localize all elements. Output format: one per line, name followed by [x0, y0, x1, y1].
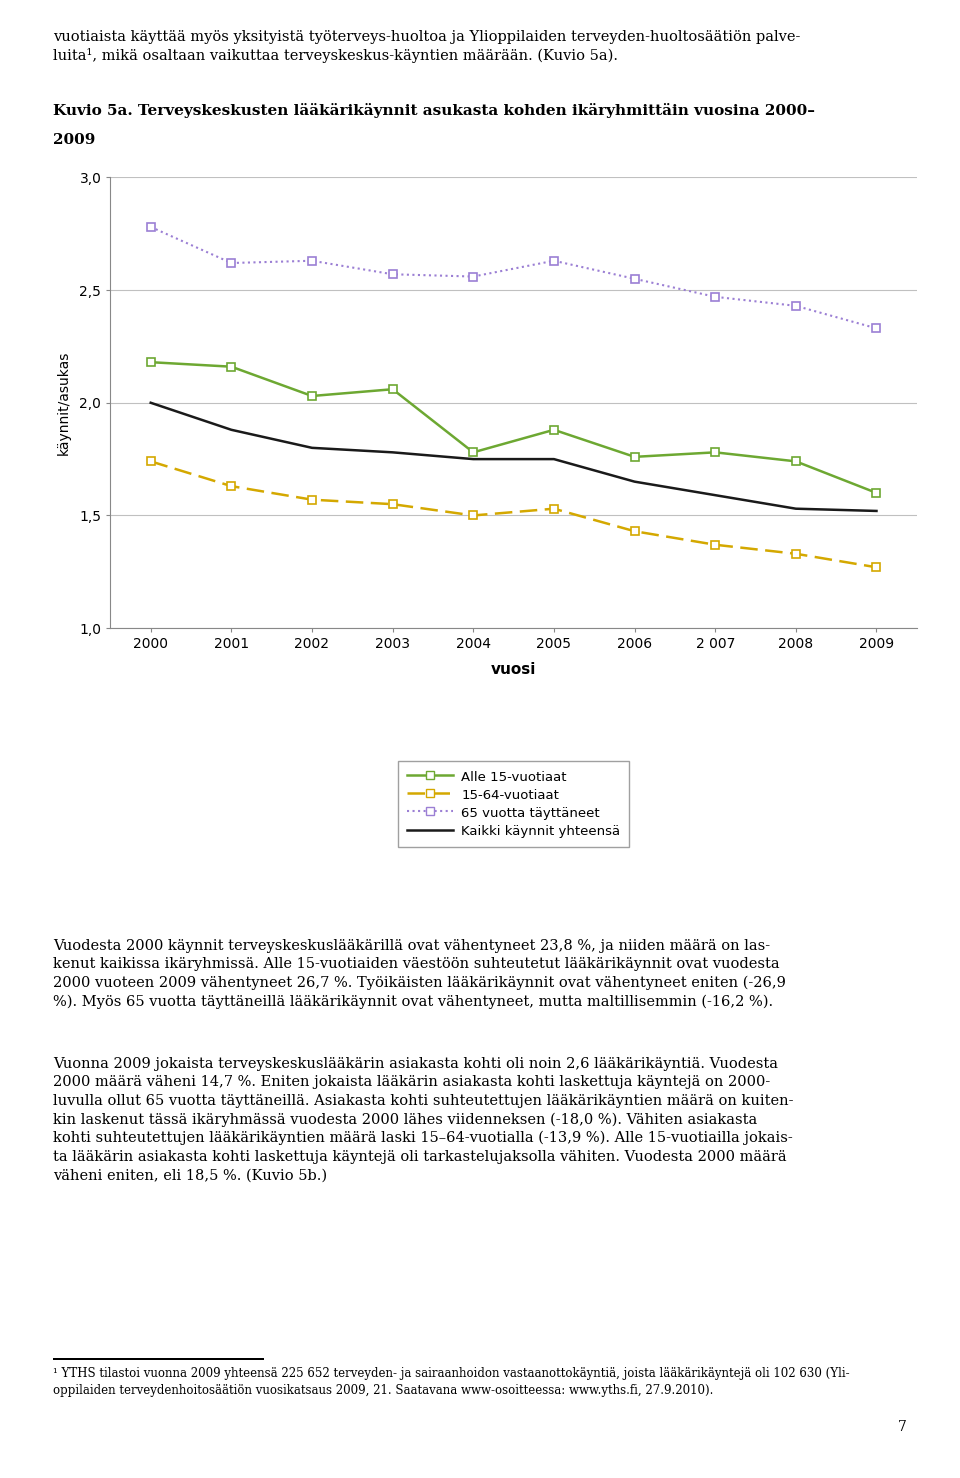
Text: Vuonna 2009 jokaista terveyskeskuslääkärin asiakasta kohti oli noin 2,6 lääkärik: Vuonna 2009 jokaista terveyskeskuslääkär…: [53, 1057, 793, 1182]
Y-axis label: käynnit/asukas: käynnit/asukas: [57, 350, 71, 455]
Legend: Alle 15-vuotiaat, 15-64-vuotiaat, 65 vuotta täyttäneet, Kaikki käynnit yhteensä: Alle 15-vuotiaat, 15-64-vuotiaat, 65 vuo…: [397, 761, 630, 847]
Text: ¹ YTHS tilastoi vuonna 2009 yhteensä 225 652 terveyden- ja sairaanhoidon vastaan: ¹ YTHS tilastoi vuonna 2009 yhteensä 225…: [53, 1367, 850, 1397]
X-axis label: vuosi: vuosi: [491, 662, 537, 677]
Text: Vuodesta 2000 käynnit terveyskeskuslääkärillä ovat vähentyneet 23,8 %, ja niiden: Vuodesta 2000 käynnit terveyskeskuslääkä…: [53, 939, 785, 1009]
Text: 7: 7: [899, 1420, 907, 1434]
Text: Kuvio 5a. Terveyskeskusten lääkärikäynnit asukasta kohden ikäryhmittäin vuosina : Kuvio 5a. Terveyskeskusten lääkärikäynni…: [53, 103, 815, 118]
Text: 2009: 2009: [53, 133, 95, 146]
Text: vuotiaista käyttää myös yksityistä työterveys­huoltoa ja Ylioppilaiden terveyden: vuotiaista käyttää myös yksityistä työte…: [53, 30, 801, 64]
